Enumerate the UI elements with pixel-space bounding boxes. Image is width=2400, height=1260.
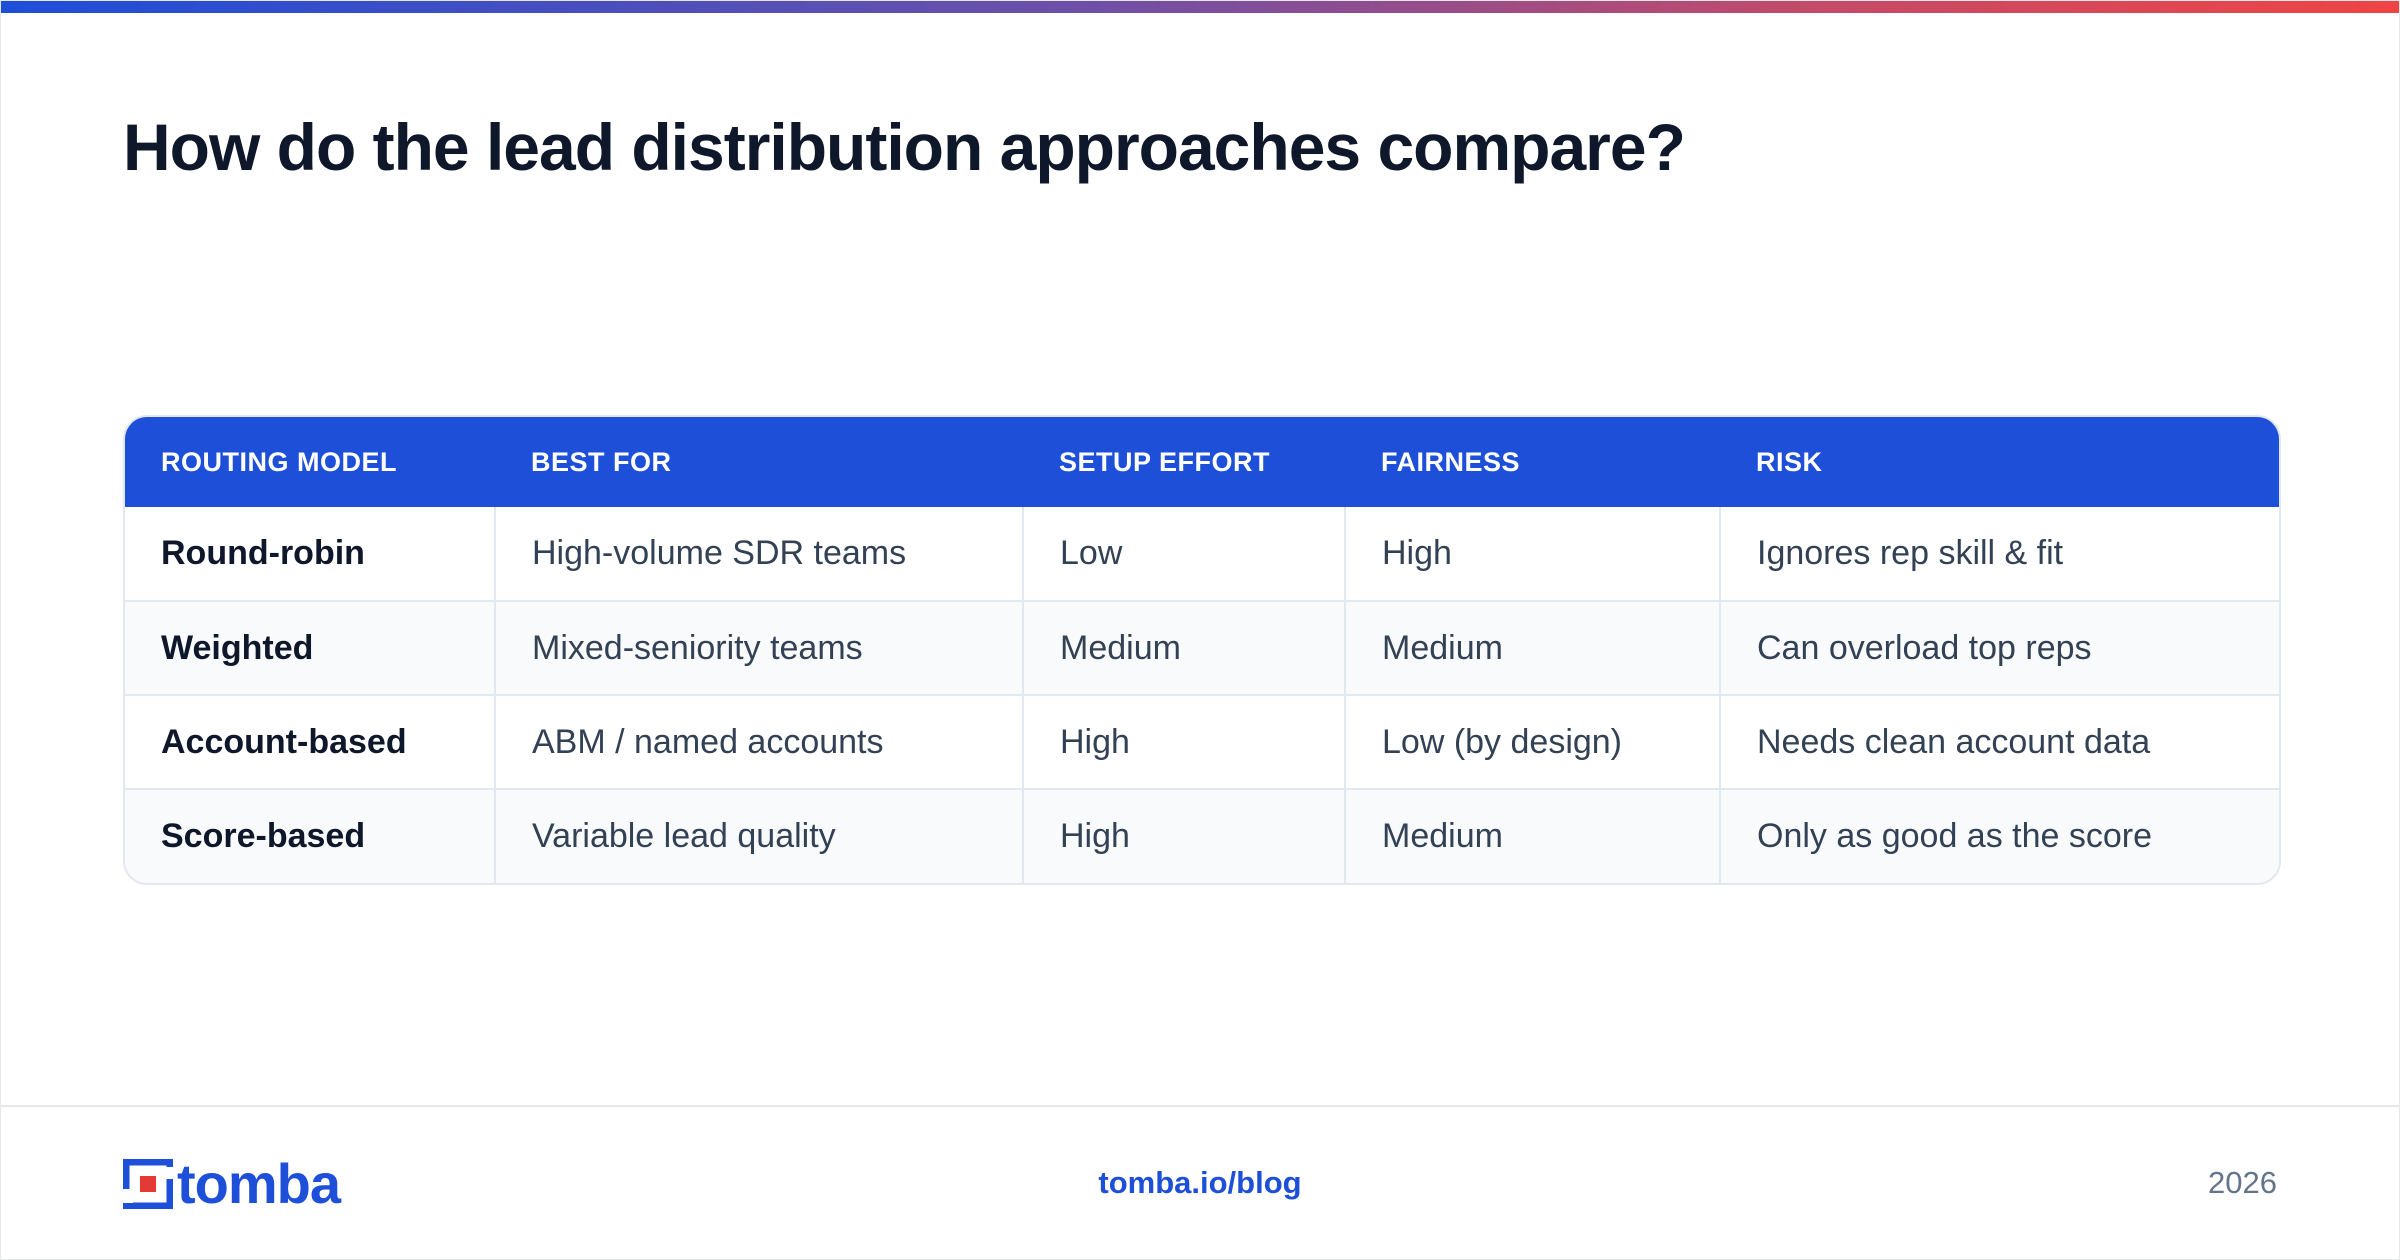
cell-setup-effort: High — [1022, 694, 1345, 789]
year-label: 2026 — [2208, 1165, 2277, 1200]
cell-routing-model: Account-based — [125, 694, 495, 789]
header-setup-effort: SETUP EFFORT — [1059, 446, 1271, 477]
cell-routing-model: Round-robin — [161, 534, 365, 572]
page-title: How do the lead distribution approaches … — [123, 110, 1686, 184]
table-row: Round-robin High-volume SDR teams Low Hi… — [125, 507, 2279, 601]
tomba-logo[interactable]: tomba — [121, 1152, 341, 1215]
table-row: Score-based Variable lead quality High M… — [125, 788, 2279, 883]
cell-fairness: Low (by design) — [1344, 694, 1720, 789]
logo-wordmark: tomba — [177, 1152, 341, 1215]
cell-routing-model: Score-based — [125, 788, 495, 883]
blog-link[interactable]: tomba.io/blog — [1098, 1165, 1302, 1200]
header-routing-model: ROUTING MODEL — [161, 446, 397, 477]
cell-best-for: Variable lead quality — [494, 788, 1023, 883]
cell-routing-model: Weighted — [125, 600, 495, 695]
cell-risk: Can overload top reps — [1719, 600, 2279, 695]
cell-best-for: Mixed-seniority teams — [494, 600, 1023, 695]
cell-fairness: Medium — [1344, 600, 1720, 695]
table-row: Weighted Mixed-seniority teams Medium Me… — [125, 600, 2279, 695]
cell-setup-effort: Low — [1022, 507, 1345, 601]
cell-risk: Ignores rep skill & fit — [1719, 507, 2279, 601]
cell-fairness: High — [1344, 507, 1720, 601]
cell-best-for: ABM / named accounts — [494, 694, 1023, 789]
header-risk: RISK — [1756, 446, 1823, 477]
comparison-table: ROUTING MODEL BEST FOR SETUP EFFORT FAIR… — [123, 415, 2281, 885]
footer: tomba tomba.io/blog 2026 — [1, 1105, 2399, 1259]
header-best-for: BEST FOR — [531, 446, 672, 477]
header-fairness: FAIRNESS — [1381, 446, 1521, 477]
cell-setup-effort: High — [1022, 788, 1345, 883]
tomba-bracket-logo-icon — [121, 1158, 175, 1210]
cell-risk: Only as good as the score — [1719, 788, 2279, 883]
table-row: Account-based ABM / named accounts High … — [125, 694, 2279, 789]
cell-risk: Needs clean account data — [1719, 694, 2279, 789]
cell-best-for: High-volume SDR teams — [494, 507, 1023, 601]
cell-fairness: Medium — [1344, 788, 1720, 883]
gradient-top-bar — [1, 1, 2399, 13]
table-header-row: ROUTING MODEL BEST FOR SETUP EFFORT FAIR… — [125, 417, 2279, 507]
cell-setup-effort: Medium — [1022, 600, 1345, 695]
